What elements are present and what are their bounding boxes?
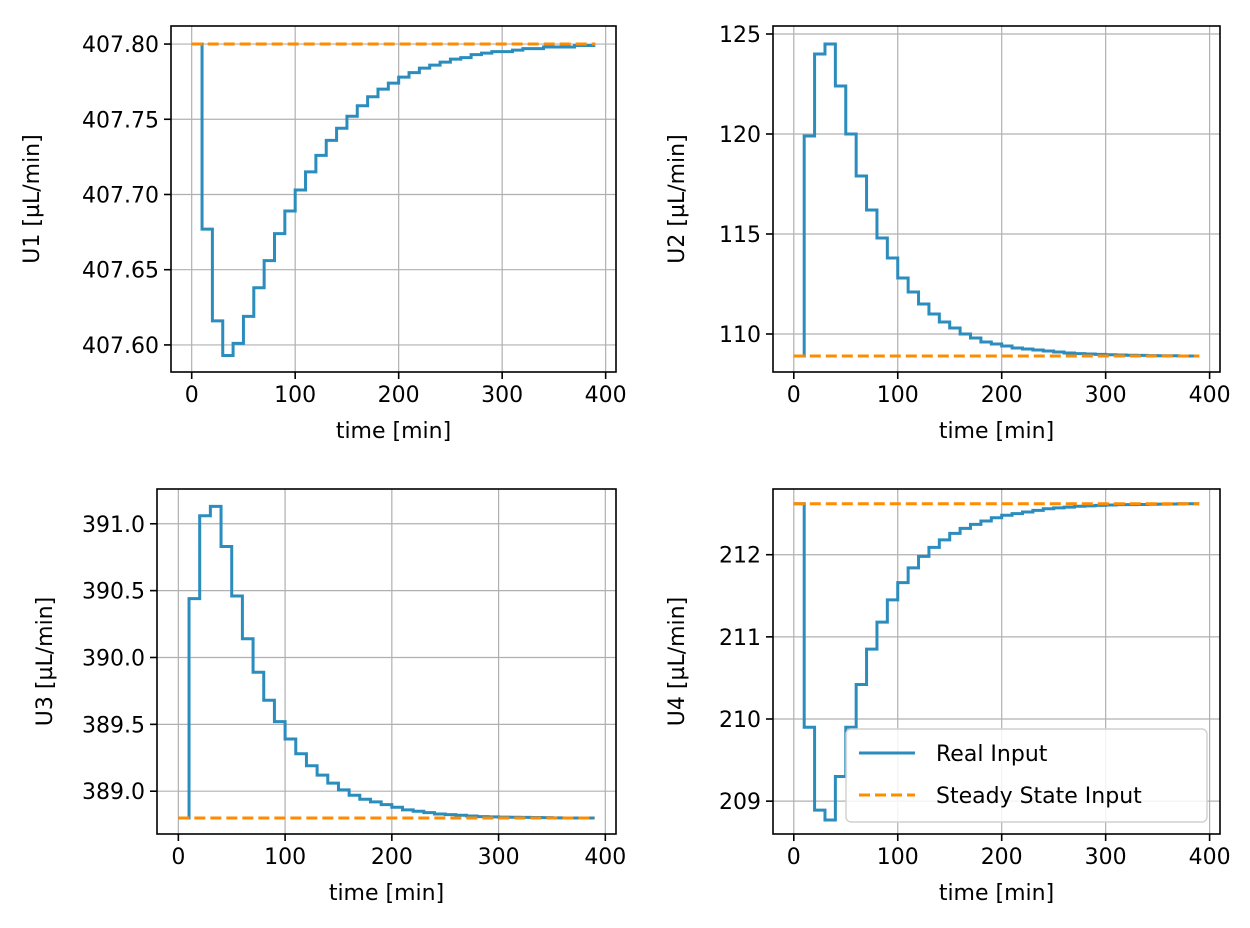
- x-tick-label: 0: [171, 845, 185, 870]
- y-tick-label: 391.0: [82, 513, 145, 538]
- y-tick-label: 125: [719, 23, 761, 48]
- y-tick-label: 211: [719, 626, 761, 651]
- y-axis-label: U2 [µL/min]: [665, 134, 690, 263]
- x-tick-label: 400: [584, 845, 626, 870]
- legend-box: [845, 728, 1208, 823]
- chart-panel-1: 0 100 200 300 400 407.60 407.65 407.70 407.75 407…: [20, 25, 627, 444]
- x-tick-label: 400: [585, 383, 627, 408]
- chart-panel-2: 0 100 200 300 400 110 115 120 125 time [min] U2 [µ…: [665, 23, 1231, 444]
- chart-panel-4: 0 100 200 300 400 209 210 211 212 time [min] U4 [µ…: [665, 488, 1231, 906]
- legend-real-input-label: Real Input: [936, 742, 1048, 767]
- y-tick-label: 407.75: [82, 108, 159, 133]
- x-tick-label: 400: [1189, 383, 1231, 408]
- legend-steady-state-label: Steady State Input: [936, 784, 1142, 809]
- y-tick-label: 210: [719, 708, 761, 733]
- chart-panel-3: 0 100 200 300 400 389.0 389.5 390.0 390.5 391.0 ti…: [33, 488, 626, 906]
- y-tick-label: 407.70: [82, 183, 159, 208]
- x-tick-label: 400: [1189, 845, 1231, 870]
- axes-frame: [772, 25, 1221, 373]
- legend: Real Input Steady State Input: [845, 728, 1208, 823]
- y-axis-label: U4 [µL/min]: [665, 597, 690, 726]
- y-tick-label: 389.0: [82, 780, 145, 805]
- x-tick-label: 300: [478, 845, 520, 870]
- y-tick-label: 390.5: [82, 580, 145, 605]
- y-tick-label: 110: [719, 323, 761, 348]
- x-tick-label: 0: [787, 383, 801, 408]
- y-tick-label: 115: [719, 223, 761, 248]
- y-tick-label: 120: [719, 123, 761, 148]
- y-tick-label: 407.60: [82, 334, 159, 359]
- series-real-input-line: [191, 42, 596, 357]
- x-tick-label: 300: [1085, 383, 1127, 408]
- x-tick-label: 300: [481, 383, 523, 408]
- x-axis-label: time [min]: [336, 419, 451, 444]
- x-tick-label: 100: [274, 383, 316, 408]
- x-tick-label: 200: [981, 383, 1023, 408]
- y-tick-label: 212: [719, 544, 761, 569]
- y-axis-label: U1 [µL/min]: [20, 134, 45, 263]
- x-tick-label: 100: [877, 845, 919, 870]
- axes-frame: [170, 25, 617, 373]
- x-axis-label: time [min]: [939, 881, 1054, 906]
- x-tick-label: 100: [264, 845, 306, 870]
- y-tick-label: 390.0: [82, 646, 145, 671]
- x-tick-label: 0: [787, 845, 801, 870]
- x-tick-label: 0: [185, 383, 199, 408]
- x-tick-label: 100: [877, 383, 919, 408]
- x-tick-label: 200: [981, 845, 1023, 870]
- y-axis-label: U3 [µL/min]: [33, 597, 58, 726]
- x-axis-label: time [min]: [939, 419, 1054, 444]
- x-tick-label: 200: [378, 383, 420, 408]
- y-tick-label: 389.5: [82, 713, 145, 738]
- y-tick-label: 407.80: [82, 33, 159, 58]
- axes-frame: [156, 488, 617, 835]
- y-tick-label: 209: [719, 790, 761, 815]
- series-real-input-line: [793, 42, 1200, 358]
- x-tick-label: 200: [371, 845, 413, 870]
- y-tick-label: 407.65: [82, 259, 159, 284]
- series-real-input-line: [178, 504, 595, 820]
- x-tick-label: 300: [1085, 845, 1127, 870]
- axes-frame: [772, 488, 1221, 835]
- x-axis-label: time [min]: [329, 881, 444, 906]
